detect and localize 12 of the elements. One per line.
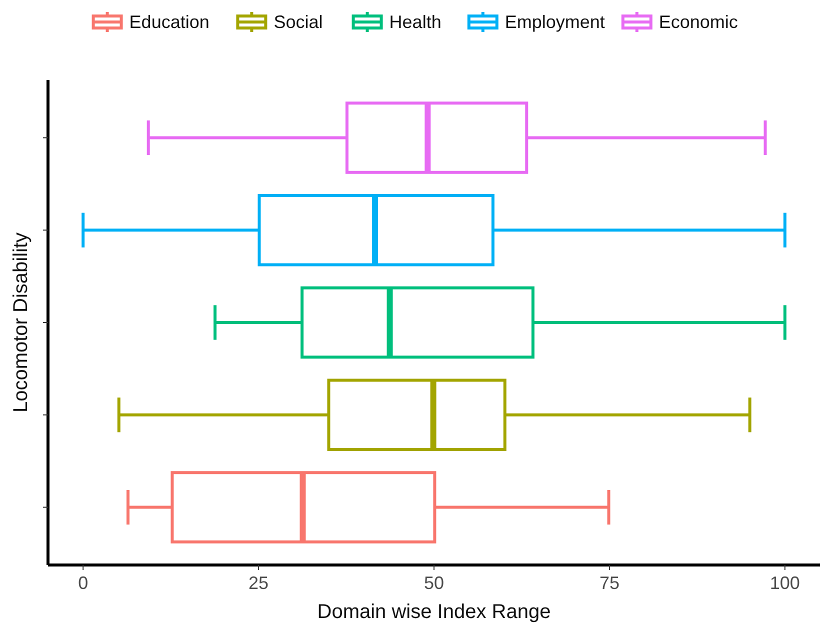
legend-label: Economic — [658, 12, 738, 32]
legend-label: Social — [274, 12, 323, 32]
legend-label: Education — [129, 12, 210, 32]
x-tick-label: 100 — [770, 573, 800, 593]
x-tick-label: 0 — [78, 573, 88, 593]
x-tick-label: 50 — [424, 573, 444, 593]
x-tick-label: 25 — [248, 573, 269, 593]
x-tick-label: 75 — [599, 573, 620, 593]
legend-label: Health — [389, 12, 442, 32]
legend-label: Employment — [504, 12, 605, 32]
x-axis-title: Domain wise Index Range — [317, 601, 551, 623]
y-axis-title: Locomotor Disability — [10, 232, 32, 413]
